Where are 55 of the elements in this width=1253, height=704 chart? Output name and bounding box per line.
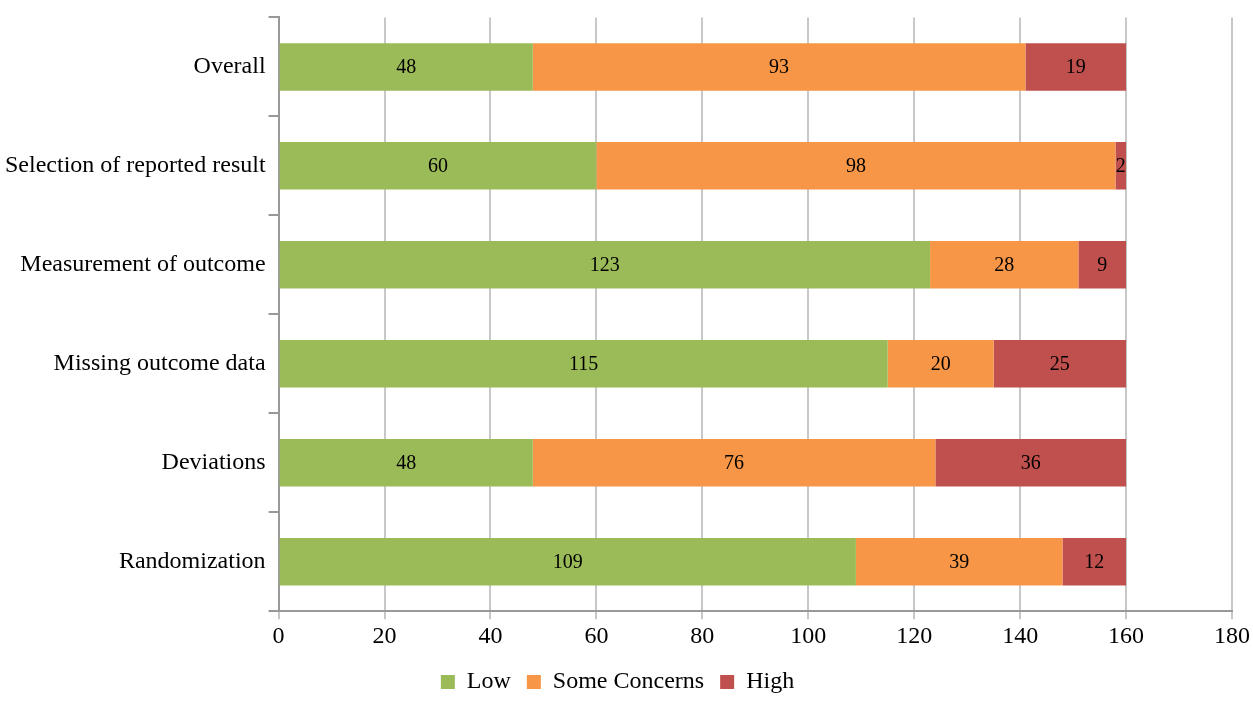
bar (279, 340, 888, 388)
y-tick-label: Selection of reported result (5, 151, 266, 178)
y-tick-label: Randomization (118, 547, 266, 574)
data-label: 76 (724, 451, 745, 473)
bar (935, 439, 1127, 487)
y-tick-label: Measurement of outcome (20, 250, 266, 277)
data-label: 9 (1097, 253, 1108, 276)
bar (1078, 241, 1127, 289)
data-label: 98 (845, 154, 866, 177)
legend-label: Some Concerns (552, 667, 705, 694)
legend-label: Low (466, 667, 512, 694)
legend-label: High (746, 667, 795, 694)
data-label: 2 (1115, 154, 1126, 177)
bar (596, 142, 1116, 190)
data-label: 12 (1084, 549, 1105, 572)
x-tick-label: 80 (690, 621, 715, 648)
bar (532, 439, 936, 487)
bar (930, 241, 1079, 289)
data-label: 25 (1049, 352, 1070, 375)
x-tick-label: 100 (790, 621, 827, 648)
x-tick-label: 120 (896, 621, 933, 648)
x-tick-label: 180 (1214, 621, 1250, 648)
data-label: 20 (930, 352, 951, 375)
y-tick-label: Overall (193, 52, 266, 79)
bar (1025, 43, 1127, 91)
data-label: 60 (427, 154, 448, 177)
x-tick-label: 160 (1108, 621, 1145, 648)
x-tick-label: 20 (372, 621, 397, 648)
data-label: 28 (994, 253, 1015, 276)
x-tick-label: 40 (478, 621, 503, 648)
x-tick-label: 0 (272, 621, 285, 648)
data-label: 19 (1065, 55, 1086, 78)
data-label: 48 (396, 451, 417, 473)
bar (855, 537, 1063, 586)
y-tick-label: Deviations (161, 448, 266, 475)
data-label: 123 (589, 253, 620, 276)
bar (887, 340, 994, 388)
data-label: 115 (569, 352, 599, 375)
bar (1115, 142, 1127, 190)
y-tick-label: Missing outcome data (53, 349, 266, 376)
data-label: 36 (1020, 451, 1041, 473)
bar (279, 241, 931, 289)
bar (1062, 537, 1127, 586)
x-tick-label: 140 (1002, 621, 1039, 648)
bar (993, 340, 1127, 388)
data-label: 93 (769, 55, 790, 78)
data-label: 48 (396, 55, 417, 78)
x-tick-label: 60 (584, 621, 609, 648)
bar (532, 43, 1026, 91)
bar (279, 537, 856, 586)
data-label: 109 (552, 549, 583, 572)
data-label: 39 (949, 549, 970, 572)
bar (279, 439, 533, 487)
bar (279, 142, 597, 190)
bar (279, 43, 533, 91)
